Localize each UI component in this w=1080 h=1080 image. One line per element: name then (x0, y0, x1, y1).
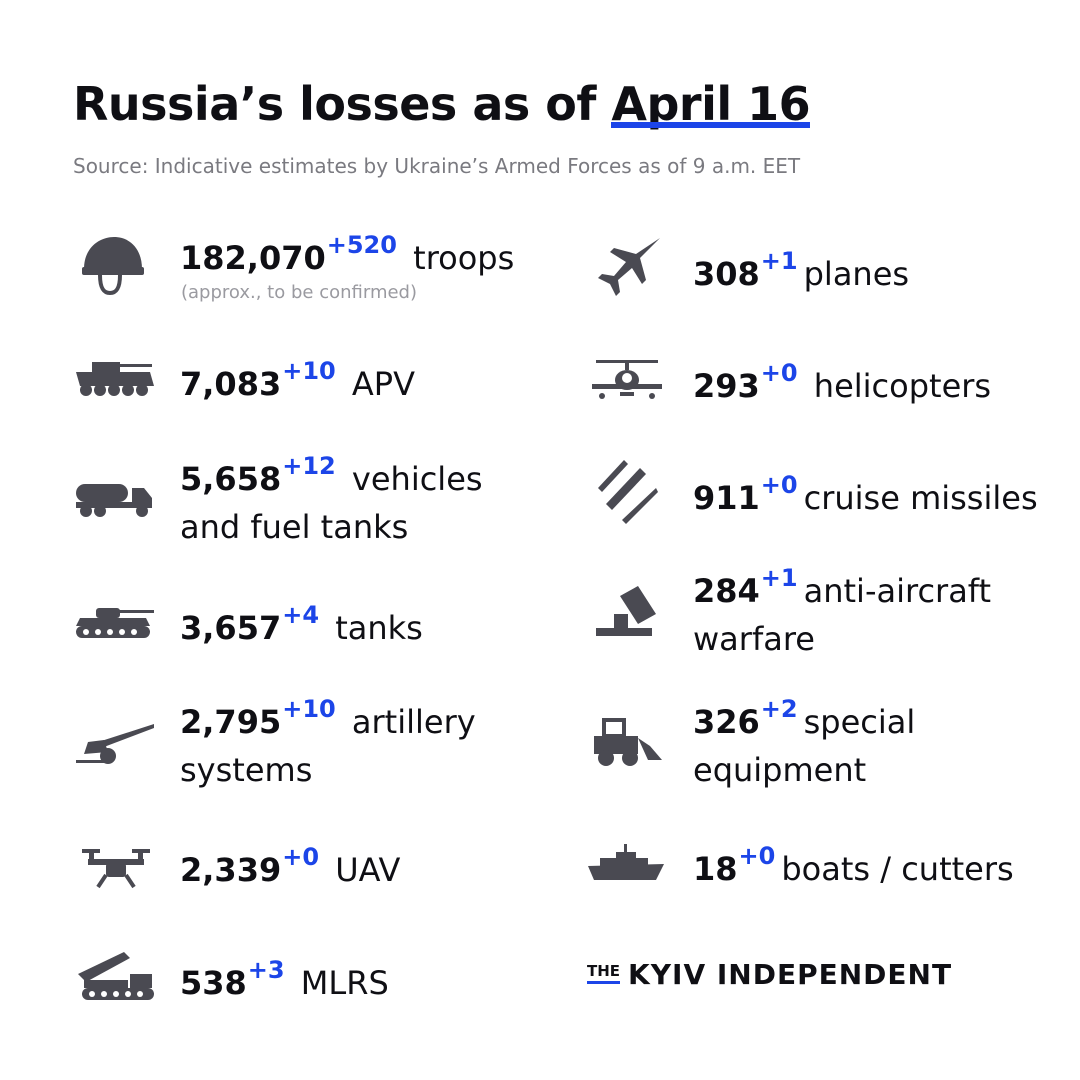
apv-delta: +10 (282, 357, 336, 385)
special-label: special (803, 703, 916, 741)
brand-name: KYIV INDEPENDENT (628, 958, 953, 991)
artillery-label: artillery (351, 703, 476, 741)
tanks-delta: +4 (282, 601, 320, 629)
helmet-icon (80, 235, 144, 297)
artillery-icon (74, 720, 156, 766)
artillery-label-line2: systems (180, 751, 313, 789)
apv-label: APV (351, 365, 415, 403)
fuel-truck-icon (74, 480, 156, 518)
tanks-value: 3,657 (180, 609, 282, 647)
mlrs-icon (74, 950, 156, 1004)
vehicles-delta: +12 (282, 452, 336, 480)
anti-aircraft-icon (590, 584, 662, 640)
vehicles-label-line2: and fuel tanks (180, 508, 409, 546)
troops-label: troops (413, 239, 515, 277)
mlrs-delta: +3 (247, 956, 285, 984)
helicopters-delta: +0 (760, 359, 798, 387)
anti-aircraft-label: anti-aircraft (803, 572, 992, 610)
brand-the: THE (587, 962, 621, 984)
apv-value: 7,083 (180, 365, 282, 403)
missiles-icon (594, 458, 660, 528)
boats-value: 18 (693, 850, 738, 888)
ship-icon (586, 842, 666, 884)
uav-delta: +0 (282, 843, 320, 871)
drone-icon (80, 845, 152, 889)
artillery-value: 2,795 (180, 703, 282, 741)
helicopter-icon (590, 358, 664, 402)
planes-value: 308 (693, 255, 760, 293)
loader-icon (590, 716, 664, 768)
special-delta: +2 (760, 695, 798, 723)
mlrs-value: 538 (180, 964, 247, 1002)
page-title: Russia’s losses as of April 16 (73, 74, 811, 134)
helicopters-label: helicopters (813, 367, 992, 405)
title-date: April 16 (611, 74, 811, 134)
planes-label: planes (803, 255, 910, 293)
tank-icon (74, 604, 156, 640)
troops-delta: +520 (326, 231, 397, 259)
mlrs-label: MLRS (300, 964, 389, 1002)
special-value: 326 (693, 703, 760, 741)
anti-aircraft-label-line2: warfare (693, 620, 815, 658)
apv-icon (74, 360, 156, 398)
planes-delta: +1 (760, 247, 798, 275)
anti-aircraft-value: 284 (693, 572, 760, 610)
brand-logo: THE KYIV INDEPENDENT (587, 958, 952, 992)
missiles-value: 911 (693, 479, 760, 517)
vehicles-label: vehicles (351, 460, 483, 498)
plane-icon (594, 236, 662, 302)
boats-label: boats / cutters (781, 850, 1014, 888)
source-note: Source: Indicative estimates by Ukraine’… (73, 154, 801, 178)
missiles-label: cruise missiles (803, 479, 1038, 517)
tanks-label: tanks (335, 609, 423, 647)
vehicles-value: 5,658 (180, 460, 282, 498)
special-label-line2: equipment (693, 751, 867, 789)
troops-value: 182,070 (180, 239, 326, 277)
missiles-delta: +0 (760, 471, 798, 499)
uav-label: UAV (335, 851, 401, 889)
boats-delta: +0 (738, 842, 776, 870)
helicopters-value: 293 (693, 367, 760, 405)
uav-value: 2,339 (180, 851, 282, 889)
title-prefix: Russia’s losses as of (73, 77, 612, 131)
artillery-delta: +10 (282, 695, 336, 723)
anti-aircraft-delta: +1 (760, 564, 798, 592)
troops-note: (approx., to be confirmed) (181, 282, 417, 303)
